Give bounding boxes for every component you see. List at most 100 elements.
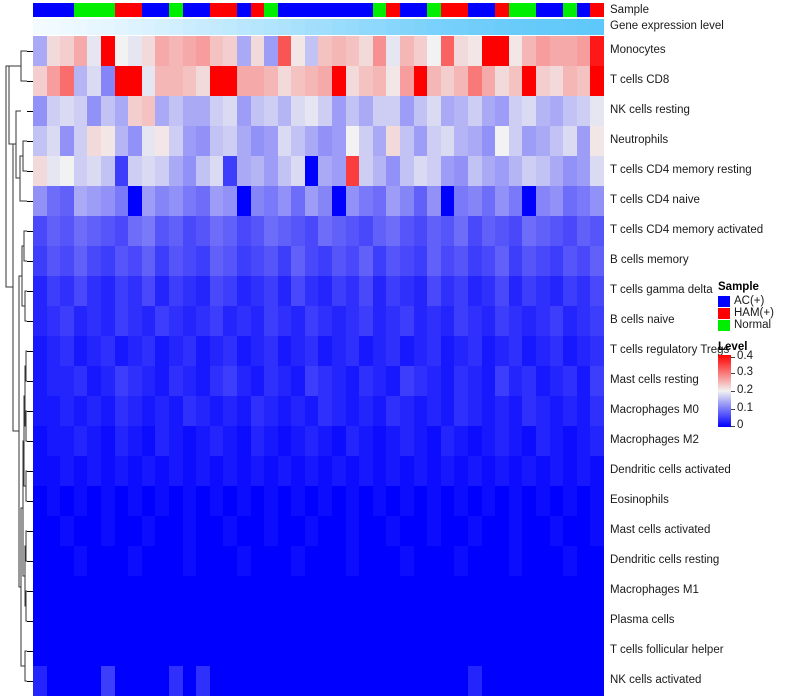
heatmap-cell — [563, 486, 577, 516]
heatmap-cell — [264, 546, 278, 576]
heatmap-cell — [277, 66, 292, 96]
heatmap-cell — [400, 276, 414, 306]
heatmap-cell — [33, 606, 47, 636]
heatmap-cell — [400, 666, 414, 696]
heatmap-cell — [168, 126, 183, 156]
heatmap-cell — [100, 516, 115, 546]
heatmap-cell — [291, 516, 305, 546]
sample-annotation-cell — [46, 3, 61, 17]
gene-expression-annotation-cell — [277, 19, 292, 35]
heatmap-cell — [345, 636, 360, 666]
heatmap-cell — [386, 636, 401, 666]
heatmap-cell — [223, 576, 237, 606]
heatmap-cell — [345, 366, 360, 396]
heatmap-cell — [264, 636, 278, 666]
heatmap-cell — [468, 366, 482, 396]
heatmap-cell — [563, 606, 577, 636]
row-tick — [27, 81, 33, 82]
heatmap-cell — [168, 606, 183, 636]
heatmap-cell — [182, 66, 197, 96]
heatmap-cell — [223, 546, 237, 576]
heatmap-cell — [250, 636, 265, 666]
heatmap-cell — [168, 96, 183, 126]
heatmap-cell — [141, 216, 156, 246]
heatmap-cell — [250, 36, 265, 66]
heatmap-cell — [141, 666, 156, 696]
heatmap-cell — [33, 306, 47, 336]
gene-expression-annotation-cell — [73, 19, 88, 35]
heatmap-cell — [223, 396, 237, 426]
heatmap-cell — [549, 306, 564, 336]
row-tick — [27, 651, 33, 652]
heatmap-cell — [454, 576, 468, 606]
heatmap-cell — [440, 606, 455, 636]
heatmap-cell — [223, 246, 237, 276]
heatmap-cell — [33, 216, 47, 246]
heatmap-cell — [481, 456, 496, 486]
heatmap-cell — [332, 516, 346, 546]
heatmap-cell — [60, 336, 74, 366]
heatmap-cell — [359, 666, 373, 696]
heatmap-cell — [46, 636, 61, 666]
level-legend-title: Level — [718, 340, 748, 353]
row-label: T cells CD8 — [610, 74, 670, 86]
heatmap-cell — [155, 186, 169, 216]
heatmap-cell — [495, 516, 509, 546]
heatmap-cell — [128, 336, 142, 366]
heatmap-cell — [73, 246, 88, 276]
heatmap-cell — [236, 396, 251, 426]
sample-annotation-cell — [481, 3, 496, 17]
heatmap-cell — [332, 396, 346, 426]
heatmap-cell — [372, 36, 387, 66]
heatmap-cell — [60, 126, 74, 156]
sample-annotation-cell — [576, 3, 591, 17]
heatmap-cell — [128, 516, 142, 546]
heatmap-cell — [345, 66, 360, 96]
row-tick — [27, 111, 33, 112]
heatmap-cell — [182, 336, 197, 366]
heatmap-cell — [454, 456, 468, 486]
sample-annotation-cell — [400, 3, 414, 17]
heatmap-cell — [141, 576, 156, 606]
gene-expression-annotation-cell — [427, 19, 441, 35]
heatmap-cell — [264, 246, 278, 276]
heatmap-cell — [454, 486, 468, 516]
heatmap-cell — [100, 246, 115, 276]
heatmap-cell — [304, 606, 319, 636]
row-tick — [27, 351, 33, 352]
heatmap-cell — [454, 366, 468, 396]
heatmap-cell — [508, 456, 523, 486]
heatmap-cell — [250, 666, 265, 696]
heatmap-cell — [386, 666, 401, 696]
heatmap-cell — [413, 66, 428, 96]
heatmap-cell — [304, 546, 319, 576]
heatmap-cell — [264, 36, 278, 66]
heatmap-cell — [318, 576, 333, 606]
heatmap-cell — [522, 276, 536, 306]
heatmap-cell — [468, 606, 482, 636]
gene-expression-annotation-cell — [440, 19, 455, 35]
sample-annotation-cell — [182, 3, 197, 17]
heatmap-cell — [576, 336, 591, 366]
heatmap-cell — [372, 666, 387, 696]
heatmap-cell — [264, 216, 278, 246]
heatmap-cell — [413, 186, 428, 216]
heatmap-cell — [141, 186, 156, 216]
sample-annotation-cell — [304, 3, 319, 17]
heatmap-cell — [141, 96, 156, 126]
heatmap-cell — [141, 486, 156, 516]
heatmap-cell — [481, 516, 496, 546]
heatmap-cell — [400, 486, 414, 516]
heatmap-cell — [590, 126, 604, 156]
heatmap-cell — [345, 426, 360, 456]
heatmap-cell — [563, 306, 577, 336]
heatmap-cell — [576, 606, 591, 636]
sample-annotation-cell — [318, 3, 333, 17]
heatmap-cell — [495, 66, 509, 96]
row-tick — [27, 471, 33, 472]
heatmap-cell — [100, 666, 115, 696]
sample-annotation-cell — [468, 3, 482, 17]
heatmap-cell — [236, 246, 251, 276]
heatmap-cell — [141, 156, 156, 186]
sample-annotation-cell — [87, 3, 101, 17]
